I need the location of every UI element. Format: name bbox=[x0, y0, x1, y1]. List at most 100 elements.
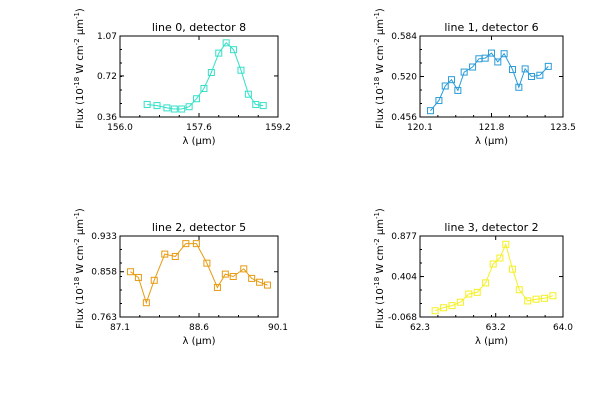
data-point bbox=[435, 97, 443, 105]
data-point bbox=[536, 71, 544, 79]
data-point bbox=[248, 274, 256, 282]
data-point bbox=[427, 107, 435, 115]
y-axis-label: Flux (10-18 W cm-2 μm-1) bbox=[73, 8, 86, 129]
data-point bbox=[203, 259, 211, 267]
data-point bbox=[521, 65, 529, 73]
data-point bbox=[256, 278, 264, 286]
data-point bbox=[207, 69, 215, 77]
chart-title: line 2, detector 5 bbox=[152, 221, 246, 234]
x-tick-label: 157.6 bbox=[186, 123, 212, 133]
panel-3: line 3, detector 2 62.3 63.2 64.0 -0.068 0.40… bbox=[373, 208, 573, 347]
y-axis-label: Flux (10-18 W cm-2 μm-1) bbox=[373, 8, 386, 129]
data-point bbox=[170, 105, 178, 113]
data-point bbox=[171, 252, 179, 260]
data-point bbox=[527, 73, 535, 80]
series-line bbox=[130, 243, 268, 305]
data-point bbox=[454, 86, 462, 94]
data-point bbox=[494, 58, 502, 66]
y-tick-label: 0.858 bbox=[91, 268, 117, 278]
x-axis-label: λ (μm) bbox=[475, 336, 508, 347]
data-point bbox=[221, 270, 229, 278]
y-tick-label: 0.72 bbox=[97, 72, 117, 82]
y-tick-label: 0.520 bbox=[391, 73, 417, 83]
y-tick-label: 0.933 bbox=[91, 232, 117, 242]
chart-title: line 1, detector 6 bbox=[444, 21, 538, 34]
x-axis-label: λ (μm) bbox=[182, 136, 215, 147]
data-point bbox=[259, 102, 267, 110]
data-point bbox=[178, 105, 186, 113]
data-point bbox=[440, 304, 448, 312]
data-point bbox=[263, 281, 271, 289]
data-point bbox=[441, 82, 449, 90]
x-tick-label: 90.1 bbox=[268, 323, 288, 333]
data-point bbox=[482, 279, 490, 287]
data-point bbox=[502, 240, 510, 248]
data-point bbox=[431, 307, 439, 315]
data-point bbox=[193, 95, 201, 103]
y-tick-label: 0.36 bbox=[97, 113, 117, 123]
data-point bbox=[161, 250, 169, 258]
x-tick-label: 88.6 bbox=[189, 323, 209, 333]
data-point bbox=[489, 260, 497, 268]
data-point bbox=[515, 286, 523, 294]
data-point bbox=[163, 104, 171, 112]
data-point bbox=[524, 297, 532, 305]
data-point bbox=[481, 54, 489, 62]
series-line bbox=[147, 42, 264, 110]
y-tick-label: 0.584 bbox=[391, 32, 417, 42]
chart-title: line 0, detector 8 bbox=[152, 21, 246, 34]
data-point bbox=[229, 273, 237, 280]
y-tick-label: -0.068 bbox=[388, 313, 417, 323]
data-point bbox=[448, 76, 456, 84]
data-point bbox=[532, 295, 540, 303]
data-point bbox=[150, 276, 158, 284]
y-tick-label: 1.07 bbox=[97, 32, 117, 42]
y-tick-label: 0.763 bbox=[91, 313, 117, 323]
data-point bbox=[142, 299, 150, 307]
x-axis-label: λ (μm) bbox=[182, 336, 215, 347]
y-tick-label: 0.404 bbox=[391, 273, 417, 283]
y-tick-label: 0.877 bbox=[391, 232, 417, 242]
data-point bbox=[213, 283, 221, 291]
chart-title: line 3, detector 2 bbox=[444, 221, 538, 234]
plot-frame bbox=[419, 35, 564, 118]
x-tick-label: 123.5 bbox=[550, 123, 576, 133]
data-point bbox=[540, 294, 548, 302]
data-point bbox=[488, 49, 495, 57]
x-tick-label: 156.0 bbox=[107, 123, 133, 133]
data-point bbox=[237, 66, 245, 74]
data-point bbox=[143, 100, 151, 108]
x-tick-label: 87.1 bbox=[110, 323, 130, 333]
data-point bbox=[252, 100, 260, 108]
x-tick-label: 64.0 bbox=[553, 323, 573, 333]
data-point bbox=[200, 84, 208, 92]
data-point bbox=[469, 63, 477, 71]
data-point bbox=[153, 102, 161, 110]
data-point bbox=[244, 90, 252, 98]
data-point bbox=[460, 68, 468, 76]
data-point bbox=[185, 103, 193, 111]
data-point bbox=[134, 273, 142, 281]
data-point bbox=[544, 62, 552, 70]
data-point bbox=[509, 66, 517, 74]
y-axis-label: Flux (10-18 W cm-2 μm-1) bbox=[73, 208, 86, 329]
x-axis-label: λ (μm) bbox=[475, 136, 508, 147]
x-tick-label: 121.8 bbox=[479, 123, 505, 133]
x-tick-label: 62.3 bbox=[410, 323, 430, 333]
data-point bbox=[473, 288, 481, 296]
data-point bbox=[509, 265, 517, 273]
data-point bbox=[240, 265, 248, 273]
series-line bbox=[434, 242, 554, 312]
data-point bbox=[465, 290, 473, 298]
data-point bbox=[215, 49, 223, 57]
x-tick-label: 63.2 bbox=[486, 323, 506, 333]
data-point bbox=[127, 268, 135, 276]
panel-0: line 0, detector 8 156.0 157.6 159.2 0.36 0.7… bbox=[73, 8, 291, 147]
data-point bbox=[448, 302, 456, 310]
x-tick-label: 120.1 bbox=[407, 123, 433, 133]
panel-1: line 1, detector 6 120.1 121.8 123.5 0.456 0.… bbox=[373, 8, 576, 147]
data-point bbox=[549, 292, 557, 300]
data-point bbox=[456, 298, 464, 306]
data-point bbox=[222, 39, 230, 47]
